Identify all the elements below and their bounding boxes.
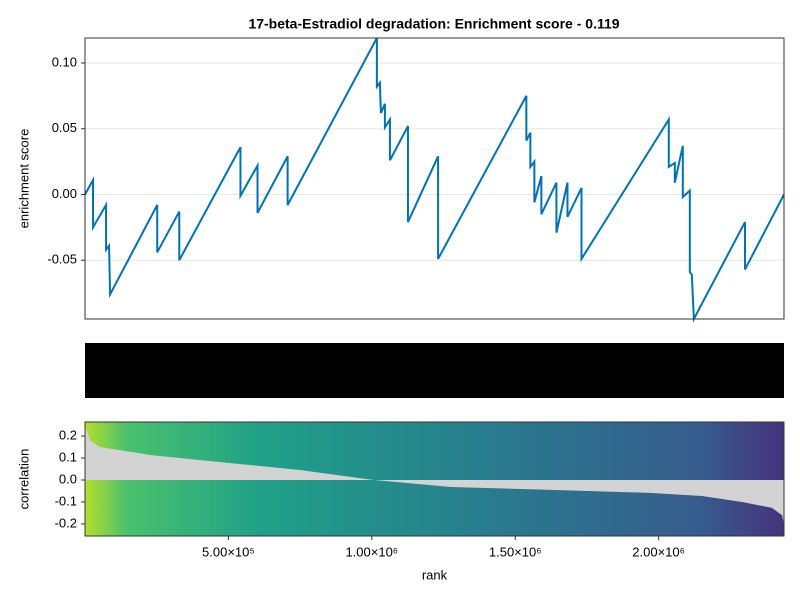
x-tick-label: 1.00×10⁶ <box>345 544 398 559</box>
x-tick-label: 2.00×10⁶ <box>632 544 685 559</box>
x-tick-label: 1.50×10⁶ <box>489 544 542 559</box>
y-axis-label: enrichment score <box>16 129 31 229</box>
y-tick-label: -0.2 <box>55 515 77 530</box>
hit-barcode <box>85 343 784 398</box>
enrichment-line <box>84 37 785 323</box>
plot-frame <box>84 37 785 320</box>
chart-title: 17-beta-Estradiol degradation: Enrichmen… <box>248 16 619 32</box>
x-axis-label: rank <box>422 567 448 582</box>
y-axis-label: correlation <box>16 449 31 510</box>
y-tick-label: 0.10 <box>52 54 77 69</box>
y-tick-label: 0.2 <box>59 427 77 442</box>
y-tick-label: 0.1 <box>59 449 77 464</box>
correlation-area <box>85 425 784 524</box>
y-tick-label: -0.1 <box>55 493 77 508</box>
y-tick-label: -0.05 <box>47 252 77 267</box>
y-tick-label: 0.00 <box>52 186 77 201</box>
y-tick-label: 0.05 <box>52 120 77 135</box>
y-tick-label: 0.0 <box>59 471 77 486</box>
x-tick-label: 5.00×10⁵ <box>202 544 255 559</box>
plot-frame <box>84 421 785 537</box>
